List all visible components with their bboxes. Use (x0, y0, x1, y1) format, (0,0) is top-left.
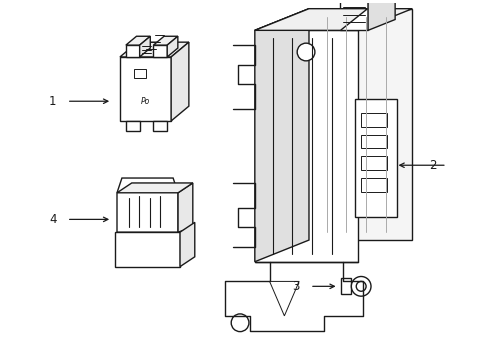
Circle shape (350, 276, 370, 296)
Bar (133, 69, 145, 78)
Text: 1: 1 (49, 95, 57, 108)
Polygon shape (171, 42, 188, 121)
Bar (361, 178, 386, 192)
Text: 3: 3 (292, 280, 299, 293)
Polygon shape (367, 0, 394, 30)
Polygon shape (355, 99, 396, 217)
Polygon shape (180, 222, 194, 267)
Polygon shape (140, 36, 150, 57)
Polygon shape (115, 232, 180, 267)
Text: 4: 4 (49, 213, 57, 226)
Polygon shape (117, 178, 178, 232)
Polygon shape (120, 57, 171, 121)
Circle shape (356, 282, 366, 291)
Polygon shape (340, 1, 367, 30)
Polygon shape (117, 183, 192, 193)
Polygon shape (125, 121, 140, 131)
Circle shape (297, 43, 314, 61)
Polygon shape (125, 36, 150, 45)
Polygon shape (153, 36, 178, 45)
Polygon shape (254, 9, 367, 30)
Polygon shape (153, 121, 167, 131)
Polygon shape (269, 282, 299, 316)
Polygon shape (254, 9, 411, 30)
Text: 2: 2 (428, 159, 436, 172)
Bar (361, 135, 386, 148)
Polygon shape (125, 45, 140, 57)
Polygon shape (308, 9, 411, 240)
Polygon shape (167, 36, 178, 57)
Text: Po: Po (141, 97, 150, 106)
Circle shape (231, 314, 248, 332)
Polygon shape (178, 183, 192, 232)
Bar (361, 113, 386, 127)
Bar (341, 278, 350, 294)
Polygon shape (340, 0, 394, 1)
Polygon shape (120, 42, 188, 57)
Polygon shape (254, 9, 308, 262)
Polygon shape (153, 45, 167, 57)
Bar (361, 156, 386, 170)
Polygon shape (254, 30, 358, 262)
